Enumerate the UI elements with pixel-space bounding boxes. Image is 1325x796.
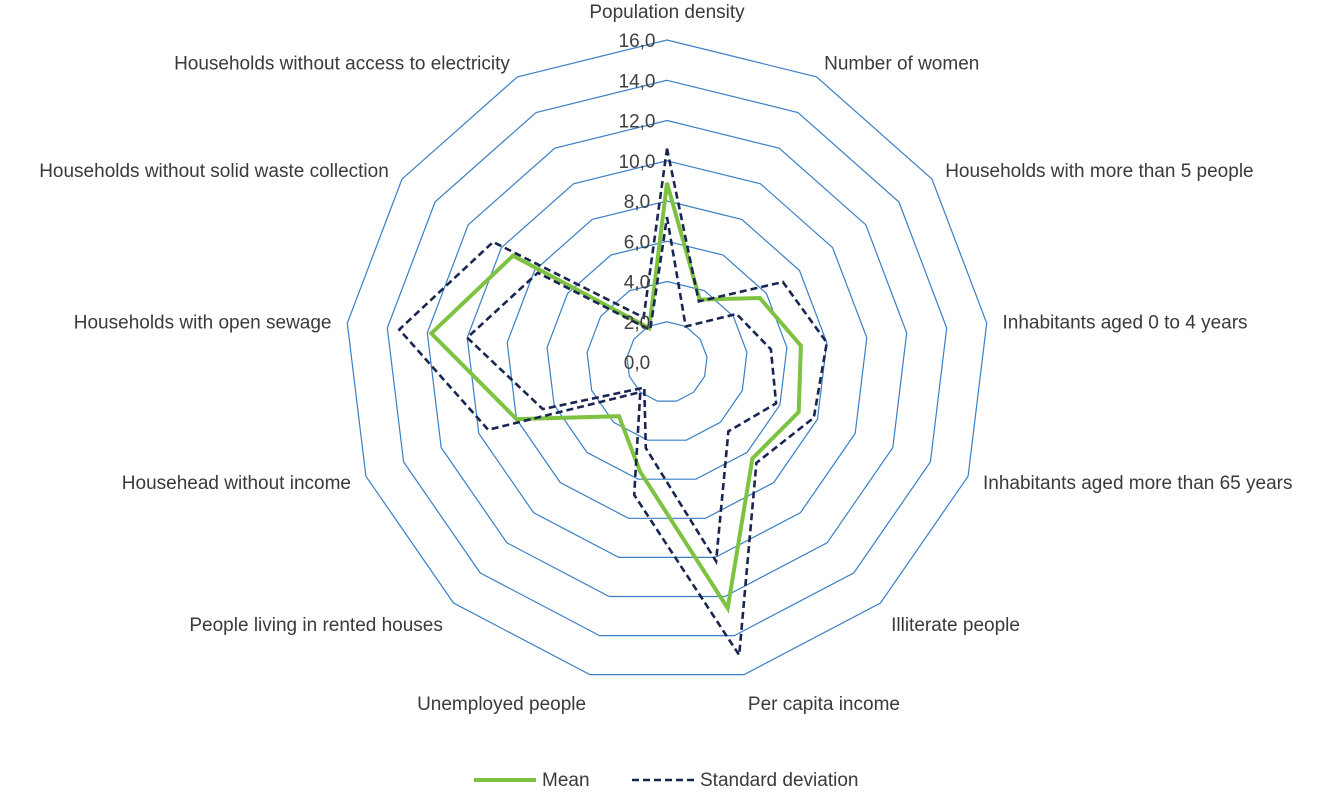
legend: Mean Standard deviation [474,770,858,791]
tick-label: 10,0 [619,152,656,173]
grid-ring-4 [506,200,828,519]
grid-ring-5 [466,160,868,559]
legend-label: Standard deviation [700,770,858,791]
tick-label: 0,0 [624,353,650,374]
radar-grid [346,39,988,676]
grid-ring-1 [626,321,708,402]
grid-ring-2 [586,280,748,441]
category-label: Per capita income [748,694,900,715]
grid-ring-8 [346,39,988,676]
category-label: Househead without income [122,473,351,494]
category-label: Households without solid waste collectio… [39,161,389,182]
tick-labels: 0,0 2,0 4,0 6,0 8,0 10,0 12,0 14,0 16,0 [619,31,656,374]
series-lines [397,148,829,659]
category-labels: Population density Number of women Househo… [39,2,1292,715]
grid-ring-3 [546,240,788,480]
category-label: Number of women [824,54,979,75]
tick-label: 6,0 [624,232,650,253]
series-line-1 [397,148,829,659]
category-label: Households without access to electricity [174,54,510,75]
series-line-2 [465,216,778,566]
series-line-0 [428,182,803,614]
grid-ring-6 [426,119,908,598]
tick-label: 2,0 [624,313,650,334]
category-label: Unemployed people [417,694,586,715]
grid-ring-7 [386,79,948,637]
category-label: People living in rented houses [189,615,443,636]
category-label: Households with more than 5 people [945,161,1253,182]
tick-label: 12,0 [619,112,656,133]
legend-label: Mean [542,770,590,791]
tick-label: 14,0 [619,71,656,92]
category-label: Households with open sewage [74,312,332,333]
tick-label: 4,0 [624,273,650,294]
tick-label: 8,0 [624,192,650,213]
category-label: Population density [589,2,745,23]
category-label: Inhabitants aged more than 65 years [983,473,1292,494]
category-label: Inhabitants aged 0 to 4 years [1003,312,1248,333]
tick-label: 16,0 [619,31,656,52]
category-label: Illiterate people [891,615,1020,636]
